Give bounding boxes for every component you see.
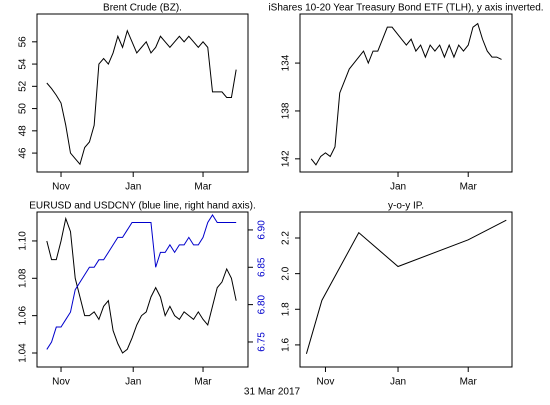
y-tick-label: 1.6 <box>281 338 292 352</box>
x-tick-label: Nov <box>52 182 70 193</box>
y-tick-label: 134 <box>281 54 292 71</box>
y-tick-label: 2.0 <box>281 266 292 280</box>
panel-title: iShares 10-20 Year Treasury Bond ETF (TL… <box>268 3 543 14</box>
panel-title: y-o-y IP. <box>388 201 424 212</box>
x-tick-label: Mar <box>460 377 478 388</box>
x-tick-label: Nov <box>317 377 335 388</box>
y-tick-label: 1.8 <box>281 302 292 316</box>
line-series <box>310 22 502 166</box>
y-tick-label: 1.10 <box>18 231 29 251</box>
y-tick-label: 54 <box>18 58 29 70</box>
line-series <box>46 29 237 166</box>
x-tick-label: Jan <box>125 377 141 388</box>
plot-frame <box>36 211 249 368</box>
line-series <box>305 219 507 354</box>
x-tick-label: Jan <box>125 182 141 193</box>
line-series <box>46 214 237 350</box>
y2-tick-label: 6.80 <box>257 294 268 314</box>
y-tick-label: 50 <box>18 103 29 115</box>
x-tick-label: Mar <box>194 182 212 193</box>
y-tick-label: 2.2 <box>281 231 292 245</box>
plot-frame <box>299 13 513 173</box>
y-tick-label: 56 <box>18 36 29 48</box>
x-tick-label: Mar <box>460 182 478 193</box>
y-tick-label: 1.08 <box>18 268 29 288</box>
panel-title: Brent Crude (BZ). <box>103 3 182 14</box>
plot-frame <box>36 13 249 173</box>
plot-frame <box>299 211 513 368</box>
y2-tick-label: 6.75 <box>257 332 268 352</box>
y-tick-label: 142 <box>281 150 292 167</box>
x-tick-label: Jan <box>390 377 406 388</box>
y2-tick-label: 6.85 <box>257 257 268 277</box>
y-tick-label: 46 <box>18 147 29 159</box>
y-tick-label: 1.06 <box>18 305 29 325</box>
y-tick-label: 1.04 <box>18 343 29 363</box>
x-tick-label: Nov <box>52 377 70 388</box>
y-tick-label: 48 <box>18 125 29 137</box>
x-tick-label: Jan <box>390 182 406 193</box>
y2-tick-label: 6.90 <box>257 220 268 240</box>
panel-title: EURUSD and USDCNY (blue line, right hand… <box>29 201 256 212</box>
y-tick-label: 52 <box>18 80 29 92</box>
caption: 31 Mar 2017 <box>244 387 301 398</box>
line-series <box>46 216 237 354</box>
y-tick-label: 138 <box>281 102 292 119</box>
x-tick-label: Mar <box>194 377 212 388</box>
